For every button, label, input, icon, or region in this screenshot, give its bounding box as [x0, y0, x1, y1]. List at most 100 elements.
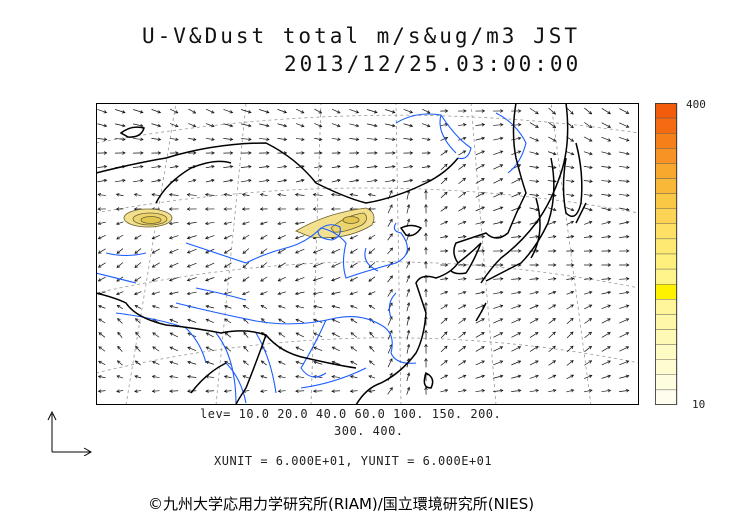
colorbar-cell [655, 283, 678, 300]
wind-arrow-head [427, 151, 431, 155]
wind-arrow [618, 166, 630, 168]
wind-arrow [134, 276, 142, 282]
wind-arrow [152, 390, 160, 392]
colorbar-cell [655, 208, 678, 224]
wind-arrow-head [151, 375, 156, 379]
wind-arrow-head [151, 278, 156, 282]
wind-arrow [583, 389, 593, 393]
wind-arrow [475, 318, 485, 324]
wind-arrow-head [355, 110, 360, 114]
wind-arrow [260, 305, 268, 309]
wind-arrow-head [97, 278, 102, 282]
wind-arrow [511, 360, 521, 366]
wind-arrow-head [97, 304, 102, 309]
wind-arrow [475, 304, 485, 310]
wind-arrow-head [389, 329, 393, 334]
wind-arrow [169, 137, 179, 141]
wind-arrow-head [349, 193, 354, 197]
wind-arrow-head [98, 360, 102, 364]
wind-arrow [242, 234, 250, 240]
wind-arrow-head [355, 151, 360, 155]
wind-arrow-head [368, 291, 372, 296]
wind-arrow-head [535, 165, 540, 170]
wind-arrow [529, 291, 539, 295]
wind-arrow [601, 136, 611, 142]
wind-arrow [493, 137, 503, 141]
wind-arrow [98, 390, 106, 392]
wind-arrow [331, 108, 341, 114]
wind-arrow [205, 108, 215, 114]
wind-arrow-head [607, 346, 611, 350]
wind-arrow [258, 138, 270, 140]
wind-arrow [116, 375, 124, 379]
wind-arrow-head [331, 332, 336, 336]
wind-arrow [387, 275, 393, 283]
wind-arrow [458, 164, 466, 170]
wind-arrow-head [481, 164, 485, 168]
wind-arrow-head [588, 388, 593, 393]
wind-arrow-head [283, 110, 288, 114]
wind-arrow [511, 278, 521, 280]
axis-direction-icon [47, 410, 93, 456]
wind-arrow-head [349, 304, 354, 309]
wind-arrow-head [151, 236, 156, 240]
wind-arrow [475, 192, 485, 198]
wind-arrow-head [151, 360, 156, 365]
wind-arrow [258, 123, 270, 127]
colorbar-cell [655, 178, 678, 194]
wind-arrow [313, 248, 323, 254]
wind-arrow-head [389, 302, 393, 307]
wind-arrow-head [295, 304, 299, 309]
wind-arrow [601, 332, 611, 338]
wind-arrow-head [535, 151, 540, 156]
wind-arrow-head [157, 110, 162, 114]
wind-arrow [618, 194, 630, 196]
wind-arrow-head [187, 346, 191, 350]
wind-arrow [258, 109, 270, 113]
wind-arrow-head [424, 260, 428, 265]
wind-arrow [278, 262, 286, 268]
wind-arrow-head [283, 164, 288, 169]
wind-arrow-head [117, 318, 121, 322]
wind-arrow-head [355, 178, 360, 183]
wind-arrow-head [409, 110, 414, 114]
wind-arrow-head [462, 290, 467, 295]
wind-arrow [422, 108, 430, 114]
wind-arrow [313, 319, 323, 323]
wind-arrow [151, 138, 161, 140]
wind-arrow-head [277, 389, 282, 393]
wind-arrow [475, 178, 485, 184]
wind-arrow [457, 278, 467, 280]
wind-arrow [187, 291, 197, 295]
wind-arrow-head [444, 374, 449, 378]
wind-arrow [205, 361, 215, 365]
wind-arrow [384, 179, 396, 183]
wind-arrow-head [607, 332, 611, 336]
wind-arrow [169, 165, 179, 169]
wind-arrow [350, 291, 358, 295]
wind-arrow-head [277, 221, 282, 226]
wind-arrow-head [424, 203, 428, 208]
wind-arrow [511, 150, 521, 156]
wind-arrow-head [355, 164, 360, 169]
wind-arrow-head [481, 290, 486, 295]
wind-arrow-head [499, 136, 504, 141]
wind-arrow [295, 262, 305, 268]
wind-arrow-head [517, 178, 522, 182]
wind-arrow [277, 221, 287, 225]
wind-arrow-head [204, 193, 209, 197]
wind-arrow [406, 275, 410, 283]
wind-arrow-head [626, 207, 630, 212]
wind-arrow-head [589, 151, 593, 156]
colorbar-cell [655, 268, 678, 285]
wind-arrow [548, 375, 556, 379]
wind-arrow-head [444, 317, 448, 322]
wind-arrow [406, 344, 410, 354]
wind-arrow-head [355, 137, 360, 142]
wind-arrow [332, 332, 340, 338]
wind-arrow [331, 390, 341, 392]
wind-arrow [349, 166, 359, 168]
wind-arrow [295, 291, 305, 295]
wind-vector-field [97, 107, 630, 395]
wind-arrow [135, 332, 141, 338]
